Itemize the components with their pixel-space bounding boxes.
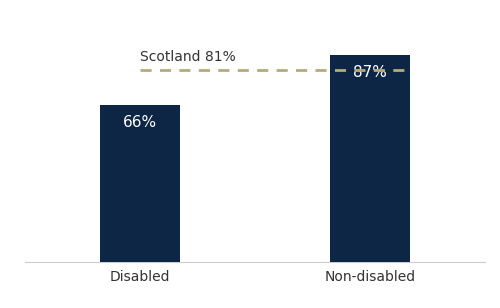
Bar xyxy=(330,55,410,262)
Text: 87%: 87% xyxy=(353,65,387,80)
Text: 66%: 66% xyxy=(123,115,157,130)
Text: Scotland 81%: Scotland 81% xyxy=(140,50,236,64)
Bar xyxy=(100,105,180,262)
